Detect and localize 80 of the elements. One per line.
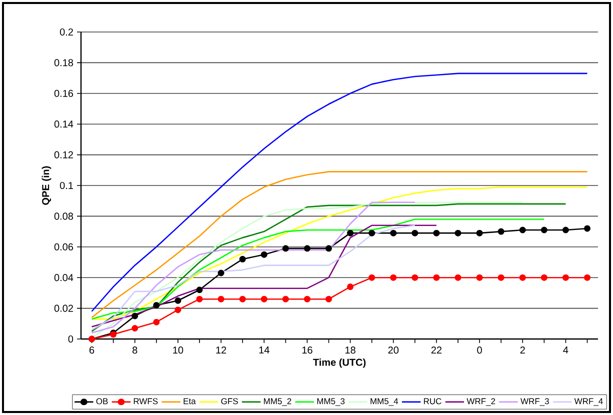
point	[132, 312, 138, 320]
y-tick-label: 0.16	[54, 90, 74, 97]
x-tick-label: 10	[173, 346, 184, 354]
point	[454, 274, 462, 281]
point	[282, 245, 289, 252]
legend-label: MM5_3	[317, 398, 345, 406]
point	[540, 226, 548, 234]
point	[562, 226, 569, 234]
point	[153, 318, 160, 326]
x-tick-label: 4	[563, 346, 568, 354]
point	[412, 230, 418, 236]
y-tick-label: 0.12	[54, 151, 73, 158]
point	[519, 226, 526, 234]
legend-label: MM5_4	[370, 398, 398, 406]
y-tick-label: 0.08	[54, 212, 74, 220]
point	[519, 274, 526, 281]
x-tick-label: 20	[388, 346, 399, 354]
point	[218, 270, 224, 276]
point	[584, 225, 590, 232]
point	[239, 256, 246, 262]
y-tick-label: 0.04	[54, 274, 74, 282]
legend-label: RUC	[424, 398, 442, 404]
legend-label: GFS	[221, 398, 238, 404]
point	[153, 302, 160, 308]
y-axis-title: QPE (in)	[42, 166, 52, 205]
point	[454, 230, 462, 236]
point	[368, 230, 376, 236]
x-axis-title: Time (UTC)	[313, 358, 366, 368]
point	[390, 230, 397, 236]
point	[347, 284, 354, 290]
x-tick-label: 14	[259, 346, 270, 354]
legend-label: OB	[96, 398, 108, 404]
point	[304, 296, 310, 302]
point	[325, 296, 332, 302]
y-tick-label: 0.1	[60, 182, 73, 190]
point	[260, 251, 268, 258]
point	[347, 230, 354, 236]
legend-label: WRF_3	[520, 398, 549, 406]
legend-label: MM5_2	[264, 398, 292, 406]
point	[433, 230, 440, 236]
x-tick-label: 12	[216, 346, 226, 354]
point	[498, 274, 504, 281]
point	[498, 228, 504, 235]
y-tick-label: 0.18	[54, 59, 74, 66]
point	[196, 296, 203, 302]
y-tick-label: 0.14	[54, 120, 74, 128]
point	[325, 245, 332, 252]
x-tick-label: 16	[302, 346, 312, 354]
point	[562, 274, 569, 281]
y-tick-label: 0.2	[60, 28, 73, 36]
y-tick-label: 0.02	[54, 304, 73, 312]
legend-label: RWFS	[134, 398, 158, 404]
x-tick-label: 2	[520, 346, 525, 354]
y-tick-label: 0	[68, 335, 74, 343]
x-tick-label: 18	[345, 346, 356, 354]
point	[132, 325, 138, 332]
point	[218, 296, 224, 302]
point	[540, 274, 548, 281]
point	[476, 230, 483, 236]
point	[584, 274, 590, 281]
point	[304, 245, 310, 252]
x-tick-label: 22	[431, 346, 442, 354]
point	[282, 296, 289, 302]
legend-label: Eta	[184, 398, 196, 404]
point	[196, 286, 203, 294]
point	[476, 274, 483, 281]
legend-label: WRF_2	[466, 398, 496, 406]
point	[433, 274, 440, 281]
x-tick-label: 0	[477, 346, 482, 354]
point	[239, 296, 246, 302]
y-tick-label: 0.06	[54, 243, 74, 250]
point	[260, 296, 268, 302]
point	[390, 274, 397, 281]
point	[174, 306, 182, 314]
point	[174, 297, 182, 304]
legend-label: WRF_4	[574, 398, 603, 406]
point	[368, 274, 376, 281]
point	[412, 274, 418, 281]
x-tick-label: 8	[132, 346, 138, 354]
x-tick-label: 6	[90, 346, 94, 354]
